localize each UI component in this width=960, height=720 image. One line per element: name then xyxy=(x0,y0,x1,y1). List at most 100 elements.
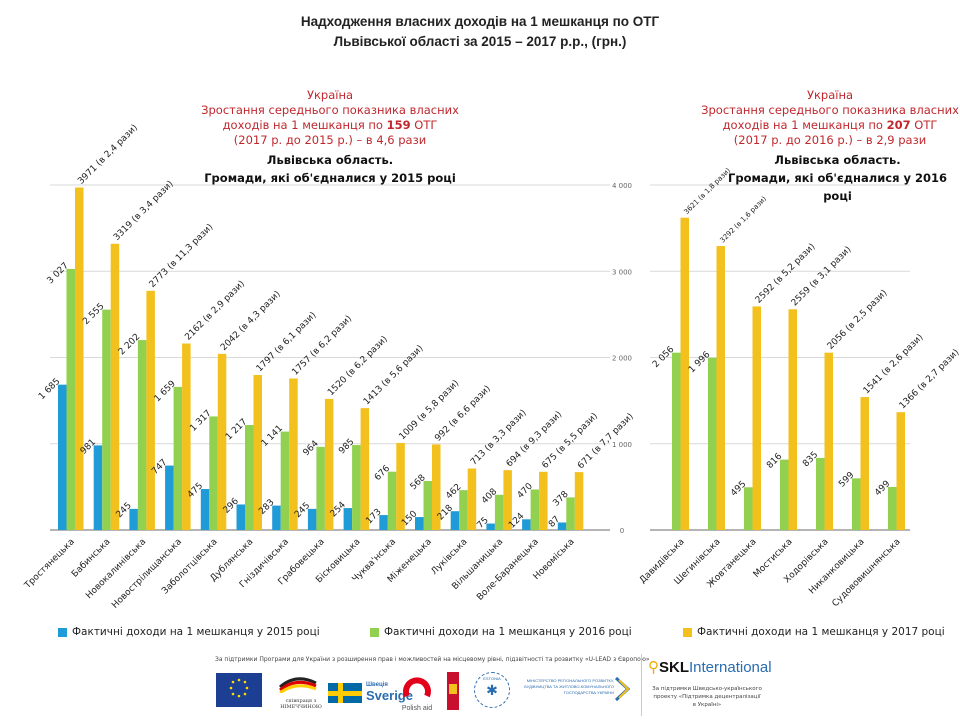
note-line: Зростання середнього показника власних xyxy=(201,103,459,117)
note-text: доходів на 1 мешканця по xyxy=(222,118,387,132)
skl-pin-icon: ⚲ xyxy=(648,659,659,676)
note-heading: Україна xyxy=(806,88,854,102)
legend-label-2016: Фактичні доходи на 1 мешканця у 2016 роц… xyxy=(384,626,632,638)
title-line-2: Львівської області за 2015 – 2017 р.р., … xyxy=(333,34,627,49)
left-ukraine-note: Україна Зростання середнього показника в… xyxy=(200,88,460,148)
y-tick-label: 2 000 xyxy=(612,355,632,363)
bar xyxy=(716,246,725,530)
bar xyxy=(289,378,298,530)
bar xyxy=(182,343,191,530)
bar xyxy=(557,522,567,530)
bar xyxy=(450,511,460,530)
data-label: 3971 (в 2,4 рази) xyxy=(76,123,140,187)
skl-brand-a: SKL xyxy=(659,659,689,676)
legend-item-2015: Фактичні доходи на 1 мешканця у 2015 роц… xyxy=(58,626,320,638)
bar xyxy=(860,397,869,530)
right-ukraine-note: Україна Зростання середнього показника в… xyxy=(700,88,960,148)
bar xyxy=(102,309,111,530)
eu-stars-icon xyxy=(229,678,249,698)
note-count: 207 xyxy=(886,118,911,132)
note-line: доходів на 1 мешканця по 159 ОТГ xyxy=(200,118,460,133)
bar xyxy=(110,243,120,530)
data-label: 3319 (в 3,4 рази) xyxy=(112,179,176,243)
bar xyxy=(888,486,897,530)
subtitle-line: Львівська область. xyxy=(774,153,901,167)
bar xyxy=(343,508,353,530)
sweden-logo-top: Швеція xyxy=(366,682,388,688)
left-chart-subtitle: Львівська область. Громади, які об'єднал… xyxy=(200,151,460,187)
legend-label-2017: Фактичні доходи на 1 мешканця у 2017 роц… xyxy=(697,626,945,638)
note-text: ОТГ xyxy=(910,118,938,132)
footer-separator xyxy=(641,654,642,716)
polish-aid-text: Polish aid xyxy=(401,705,433,712)
bar xyxy=(467,468,477,530)
note-line: (2017 р. до 2015 р.) – в 4,6 рази xyxy=(233,133,427,147)
subtitle-line: Громади, які об'єдналися у 2016 році xyxy=(728,171,947,203)
bar xyxy=(236,504,245,530)
legend-swatch-2017 xyxy=(683,627,692,637)
bar xyxy=(752,306,761,530)
bar xyxy=(379,515,388,530)
bar xyxy=(360,408,370,530)
data-label: 2773 (в 11,3 рази) xyxy=(148,222,216,290)
legend-label-2015: Фактичні доходи на 1 мешканця у 2015 роц… xyxy=(72,626,320,638)
y-tick-label: 1 000 xyxy=(612,441,632,449)
legend-item-2017: Фактичні доходи на 1 мешканця у 2017 роц… xyxy=(683,626,945,638)
y-tick-label: 4 000 xyxy=(612,182,632,190)
y-tick-label: 3 000 xyxy=(612,268,632,276)
bar xyxy=(129,508,138,530)
eu-flag-logo xyxy=(216,673,262,707)
bar xyxy=(280,431,290,530)
bar xyxy=(708,357,717,530)
bar xyxy=(432,444,441,530)
polish-aid-icon xyxy=(403,677,431,698)
skl-international-logo: ⚲SKLInternational xyxy=(648,658,772,676)
bar xyxy=(253,375,262,530)
bar xyxy=(896,412,905,530)
bar xyxy=(459,490,468,530)
category-label: Воле-Баранецька xyxy=(475,537,541,603)
right-chart-subtitle: Львівська область. Громади, які об'єднал… xyxy=(715,151,960,205)
bar xyxy=(272,505,281,530)
bar xyxy=(415,517,424,530)
note-text: доходів на 1 мешканця по xyxy=(722,118,887,132)
bar xyxy=(423,481,432,530)
category-label: Новокалинівська xyxy=(84,537,148,601)
sweden-logo-text: Швеція Sverige xyxy=(366,682,413,703)
legend-swatch-2016 xyxy=(370,627,379,637)
bar xyxy=(387,471,397,530)
polish-aid-logo: Polish aid xyxy=(400,672,434,712)
category-label: Новострілищанська xyxy=(110,537,184,611)
category-label: Тростянецька xyxy=(22,537,77,592)
note-heading: Україна xyxy=(306,88,354,102)
bar xyxy=(852,478,861,530)
bar xyxy=(307,508,317,530)
bar xyxy=(672,352,681,530)
bar xyxy=(539,471,548,530)
germany-cooperation-logo: співпраця з НІМЕЧЧИНОЮ xyxy=(276,673,326,710)
note-text: ОТГ xyxy=(410,118,438,132)
subtitle-line: Львівська область. xyxy=(266,153,394,167)
bar xyxy=(93,445,103,530)
bar xyxy=(209,416,218,530)
bar xyxy=(574,472,584,530)
data-label: 3292 (в 1,6 рази) xyxy=(719,195,769,245)
germany-logo-text: співпраця з НІМЕЧЧИНОЮ xyxy=(280,698,322,710)
sweden-logo-word: Sverige xyxy=(366,688,413,703)
bar xyxy=(522,519,531,530)
bar xyxy=(486,523,495,530)
chevron-right-icon xyxy=(614,676,631,702)
note-line: Зростання середнього показника власних xyxy=(701,103,959,117)
note-line: доходів на 1 мешканця по 207 ОТГ xyxy=(700,118,960,133)
bar xyxy=(200,489,210,530)
bar xyxy=(137,340,147,530)
bar xyxy=(316,446,325,530)
ministry-logo-text: МІНІСТЕРСТВО РЕГІОНАЛЬНОГО РОЗВИТКУ, БУД… xyxy=(524,678,614,695)
footer-support-text: За підтримки Програми для України з розш… xyxy=(215,656,650,663)
bar xyxy=(165,465,174,530)
bar xyxy=(530,489,540,530)
bar xyxy=(66,268,75,530)
bar xyxy=(780,459,789,530)
bar xyxy=(566,497,575,530)
